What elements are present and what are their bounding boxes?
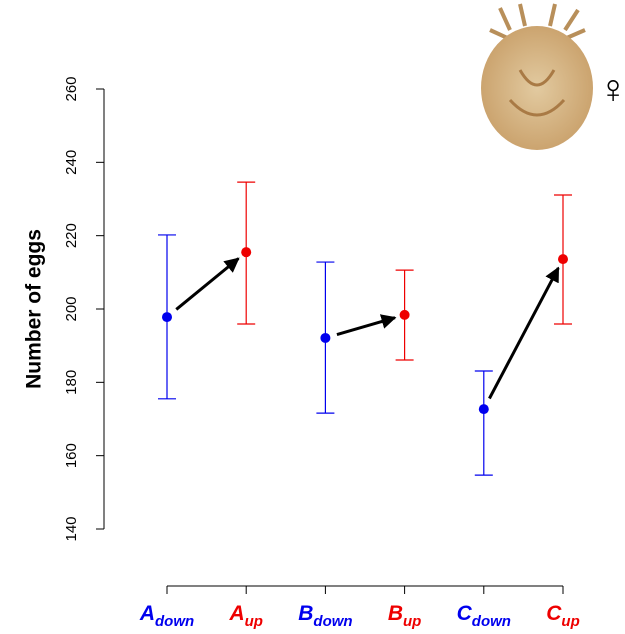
category-subscript: up: [245, 613, 263, 630]
category-subscript: down: [313, 613, 352, 630]
category-letter: A: [139, 602, 155, 625]
point: [400, 310, 410, 320]
female-symbol: ♀: [598, 68, 625, 112]
category-subscript: up: [403, 613, 421, 630]
mite-illustration: [481, 4, 593, 150]
x-tick-label: Cup: [546, 602, 580, 630]
y-tick-label: 160: [63, 443, 80, 468]
change-arrow: [489, 268, 558, 399]
y-tick-label: 260: [63, 76, 80, 101]
x-tick-label: Bup: [388, 602, 422, 630]
category-letter: B: [298, 602, 313, 625]
x-tick-label: Aup: [228, 602, 263, 630]
change-arrow: [337, 318, 395, 335]
y-tick-label: 140: [63, 516, 80, 541]
point: [320, 333, 330, 343]
x-tick-label: Bdown: [298, 602, 352, 630]
point: [162, 312, 172, 322]
point: [241, 247, 251, 257]
category-letter: B: [388, 602, 403, 625]
chart: ♀ Number of eggs 140 160 180 200 220 240 260 Ad…: [0, 0, 625, 634]
y-tick-label: 220: [63, 223, 80, 248]
category-letter: C: [457, 602, 473, 625]
y-tick-label: 240: [63, 150, 80, 175]
category-subscript: down: [155, 613, 194, 630]
x-tick-label: Cdown: [457, 602, 511, 630]
point: [558, 254, 568, 264]
change-arrow: [176, 259, 238, 310]
x-tick-label: Adown: [139, 602, 194, 630]
y-tick-label: 180: [63, 370, 80, 395]
y-tick-label: 200: [63, 296, 80, 321]
point: [479, 404, 489, 414]
category-subscript: down: [472, 613, 511, 630]
category-letter: C: [546, 602, 562, 625]
category-letter: A: [228, 602, 244, 625]
category-subscript: up: [561, 613, 579, 630]
y-axis-label: Number of eggs: [23, 229, 46, 389]
